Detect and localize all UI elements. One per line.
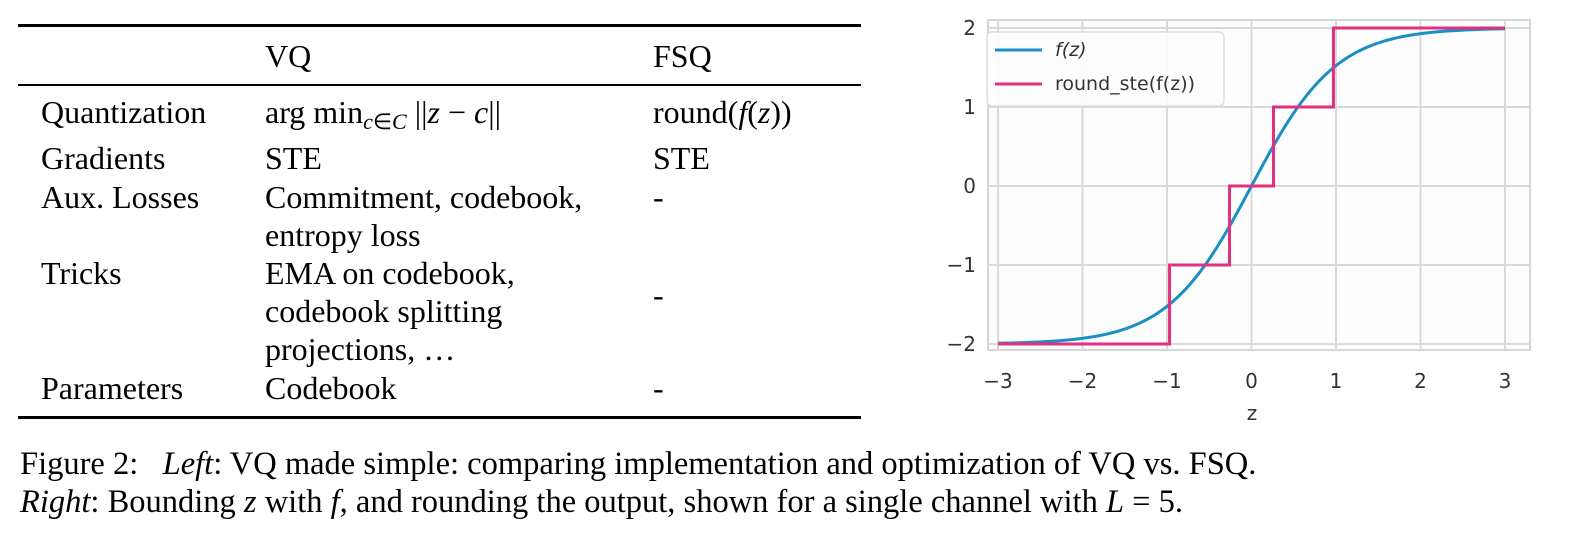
vq-tricks-line-3: projections, … — [265, 331, 456, 367]
caption-math-f: f — [330, 484, 340, 520]
caption-right-label: Right — [20, 484, 91, 520]
y-tick-labels: 2 1 0 −1 −2 — [947, 16, 976, 356]
row-label-tricks: Tricks — [41, 255, 122, 291]
vq-aux-losses-line-1: Commitment, codebook, — [265, 179, 583, 215]
x-tick-label: −2 — [1068, 369, 1097, 393]
caption-right-text: : Bounding — [90, 484, 244, 520]
figure-caption: Figure 2: Left: VQ made simple: comparin… — [20, 445, 1580, 521]
caption-line-1: Figure 2: Left: VQ made simple: comparin… — [20, 445, 1580, 483]
x-tick-label: 0 — [1245, 369, 1258, 393]
fsq-gradients: STE — [653, 140, 710, 176]
fsq-tricks: - — [653, 277, 664, 313]
caption-line-2: Right: Bounding z with f, and rounding t… — [20, 483, 1580, 521]
vq-tricks-line-2: codebook splitting — [265, 293, 503, 329]
table-top-rule — [18, 24, 861, 27]
y-tick-label: 2 — [963, 16, 976, 40]
fsq-aux-losses: - — [653, 179, 664, 215]
caption-right-text: , and rounding the output, shown for a s… — [339, 484, 1106, 520]
fsq-rounding-chart: 2 1 0 −1 −2 −3 −2 −1 0 1 2 3 z f(z) round_ste(f(z)… — [920, 0, 1593, 430]
row-label-parameters: Parameters — [41, 370, 184, 406]
caption-math-l: L — [1105, 484, 1125, 520]
y-tick-label: −1 — [947, 253, 976, 277]
x-tick-label: 3 — [1499, 369, 1512, 393]
caption-left-text: : VQ made simple: comparing implementati… — [213, 446, 1257, 482]
fsq-parameters: - — [653, 370, 664, 406]
x-tick-label: 1 — [1330, 369, 1343, 393]
header-fsq: FSQ — [653, 38, 712, 74]
x-tick-label: −3 — [983, 369, 1012, 393]
x-tick-labels: −3 −2 −1 0 1 2 3 — [983, 369, 1511, 393]
caption-left-label: Left — [162, 446, 214, 482]
header-vq: VQ — [265, 38, 312, 74]
y-tick-label: −2 — [947, 332, 976, 356]
table-header-rule — [18, 84, 861, 86]
caption-math-z: z — [243, 484, 257, 520]
legend-label-round-ste: round_ste(f(z)) — [1055, 73, 1195, 95]
vq-gradients: STE — [265, 140, 322, 176]
caption-right-text: with — [256, 484, 331, 520]
fsq-quantization-formula: round(f(z)) — [653, 94, 792, 130]
vq-tricks-line-1: EMA on codebook, — [265, 255, 515, 291]
row-label-aux-losses: Aux. Losses — [41, 179, 200, 215]
caption-right-text: = 5. — [1124, 484, 1184, 520]
round-ste-step-line — [998, 26, 1505, 346]
caption-figure-number: Figure 2: — [20, 446, 139, 482]
row-label-quantization: Quantization — [41, 94, 207, 130]
vq-quantization-formula: arg minc∈C ||z − c|| — [265, 94, 502, 134]
legend-label-f-z: f(z) — [1055, 39, 1087, 61]
x-tick-label: −1 — [1152, 369, 1181, 393]
vq-aux-losses-line-2: entropy loss — [265, 217, 421, 253]
x-tick-label: 2 — [1414, 369, 1427, 393]
y-tick-label: 1 — [963, 95, 976, 119]
y-tick-label: 0 — [963, 174, 976, 198]
row-label-gradients: Gradients — [41, 140, 166, 176]
x-axis-label: z — [1247, 401, 1258, 425]
vq-parameters: Codebook — [265, 370, 397, 406]
legend: f(z) round_ste(f(z)) — [986, 31, 1225, 107]
table-bottom-rule — [18, 416, 861, 419]
